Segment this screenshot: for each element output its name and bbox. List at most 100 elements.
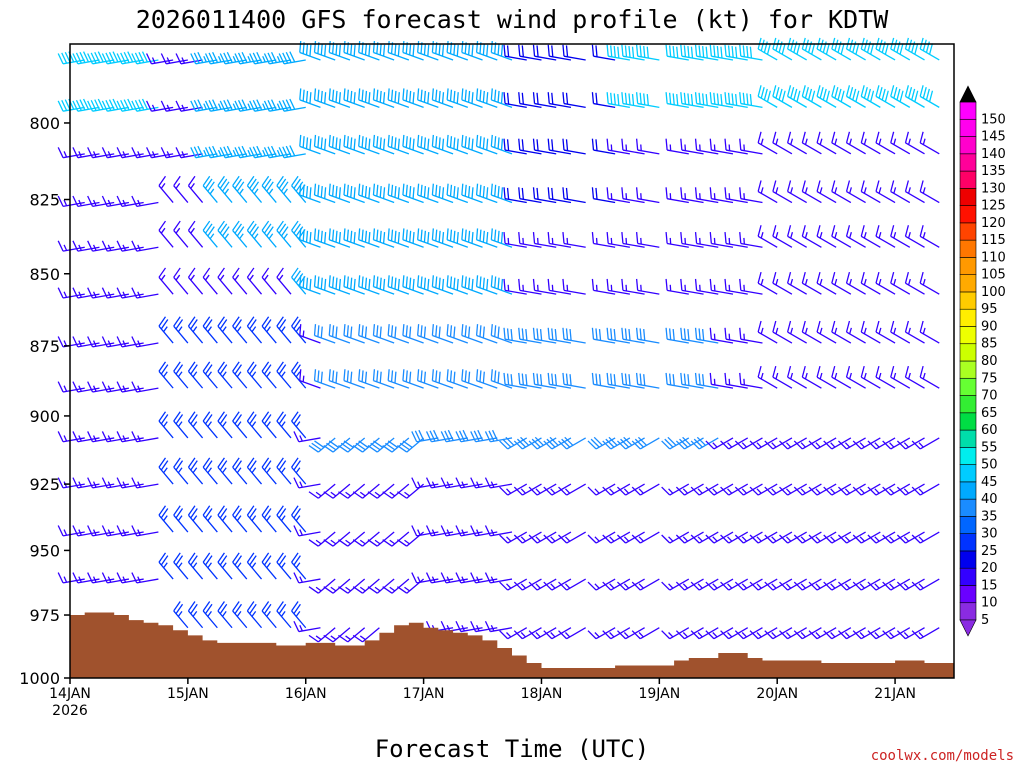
barb-feather (742, 92, 745, 105)
wind-barb (261, 267, 277, 295)
barb-staff (446, 51, 469, 61)
barb-half-feather (251, 371, 257, 378)
barb-half-feather (771, 536, 777, 542)
barb-half-feather (844, 536, 851, 542)
barb-feather (237, 52, 245, 64)
barb-feather (801, 271, 806, 284)
wind-barb (131, 147, 159, 159)
barb-feather (358, 183, 361, 196)
wind-barb (246, 267, 263, 295)
colorbar-label: 85 (981, 337, 998, 352)
barb-half-feather (490, 576, 495, 583)
wind-barb (890, 225, 911, 248)
barb-feather (263, 223, 272, 234)
barb-staff (446, 437, 468, 443)
barb-feather (353, 44, 356, 57)
barb-staff (476, 145, 498, 155)
barb-feather (547, 372, 550, 385)
barb-feather (796, 90, 801, 102)
barb-feather (595, 45, 598, 57)
barb-staff (332, 531, 351, 547)
barb-feather (790, 86, 795, 99)
barb-half-feather (78, 576, 82, 583)
barb-feather (624, 45, 628, 57)
barb-feather (379, 43, 382, 55)
barb-half-feather (800, 442, 806, 448)
barb-feather (558, 440, 568, 450)
barb-half-feather (830, 536, 836, 542)
barb-half-feather (727, 536, 733, 542)
barb-staff (831, 235, 852, 248)
wind-barb (709, 44, 734, 61)
x-tick-label: 21JAN (874, 686, 916, 702)
barb-feather (624, 373, 628, 386)
wind-barb (293, 572, 321, 584)
barb-staff (291, 420, 307, 439)
barb-staff (187, 561, 204, 580)
barb-feather (234, 319, 243, 330)
wind-barb (562, 278, 586, 295)
wind-barb (343, 324, 365, 344)
wind-barb (276, 601, 292, 629)
barb-feather (317, 370, 320, 382)
barb-feather (631, 630, 641, 640)
barb-feather (720, 630, 730, 640)
wind-barb (293, 620, 321, 633)
barb-staff (566, 627, 586, 640)
wind-barb (724, 44, 748, 61)
barb-feather (387, 369, 390, 381)
barb-feather (72, 287, 79, 299)
barb-half-feather (697, 632, 703, 638)
barb-half-feather (63, 385, 68, 392)
colorbar-label: 95 (981, 302, 998, 317)
barb-feather (120, 99, 127, 111)
barb-staff (549, 242, 572, 248)
barb-staff (534, 149, 557, 155)
barb-staff (298, 627, 321, 633)
barb-feather (116, 572, 123, 584)
barb-feather (831, 180, 836, 192)
barb-half-feather (907, 327, 911, 334)
wind-barb (591, 92, 616, 109)
wind-barb (919, 320, 940, 344)
barb-feather (631, 46, 635, 59)
barb-half-feather (359, 635, 366, 641)
barb-staff (291, 276, 307, 295)
barb-feather (350, 43, 353, 55)
wind-barb (475, 324, 498, 344)
barb-feather (134, 99, 141, 111)
barb-feather (919, 131, 924, 144)
barb-feather (491, 429, 499, 441)
barb-feather (561, 438, 571, 448)
barb-feather (831, 271, 836, 284)
barb-feather (709, 232, 712, 244)
barb-staff (173, 420, 189, 439)
barb-feather (72, 431, 79, 443)
barb-staff (772, 282, 793, 295)
barb-staff (314, 239, 336, 248)
barb-staff (919, 437, 940, 450)
barb-staff (373, 380, 395, 389)
wind-barb (158, 175, 174, 203)
wind-barb (558, 436, 586, 450)
barb-half-feather (236, 371, 242, 378)
barb-feather (217, 552, 225, 563)
barb-feather (635, 232, 639, 244)
barb-feather (343, 440, 354, 448)
barb-feather (204, 53, 211, 65)
barb-feather (116, 525, 123, 537)
barb-feather (606, 327, 609, 340)
wind-barb (217, 361, 233, 389)
barb-staff (406, 483, 425, 499)
barb-feather (831, 365, 836, 378)
wind-barb (202, 411, 218, 439)
wind-barb (606, 372, 630, 389)
barb-staff (725, 55, 748, 61)
barb-feather (276, 220, 284, 231)
wind-barb (372, 369, 395, 389)
colorbar-label: 135 (981, 164, 1006, 179)
barb-staff (62, 387, 85, 393)
wind-barb (431, 275, 454, 295)
barb-half-feather (203, 56, 207, 63)
barb-feather (904, 131, 910, 144)
